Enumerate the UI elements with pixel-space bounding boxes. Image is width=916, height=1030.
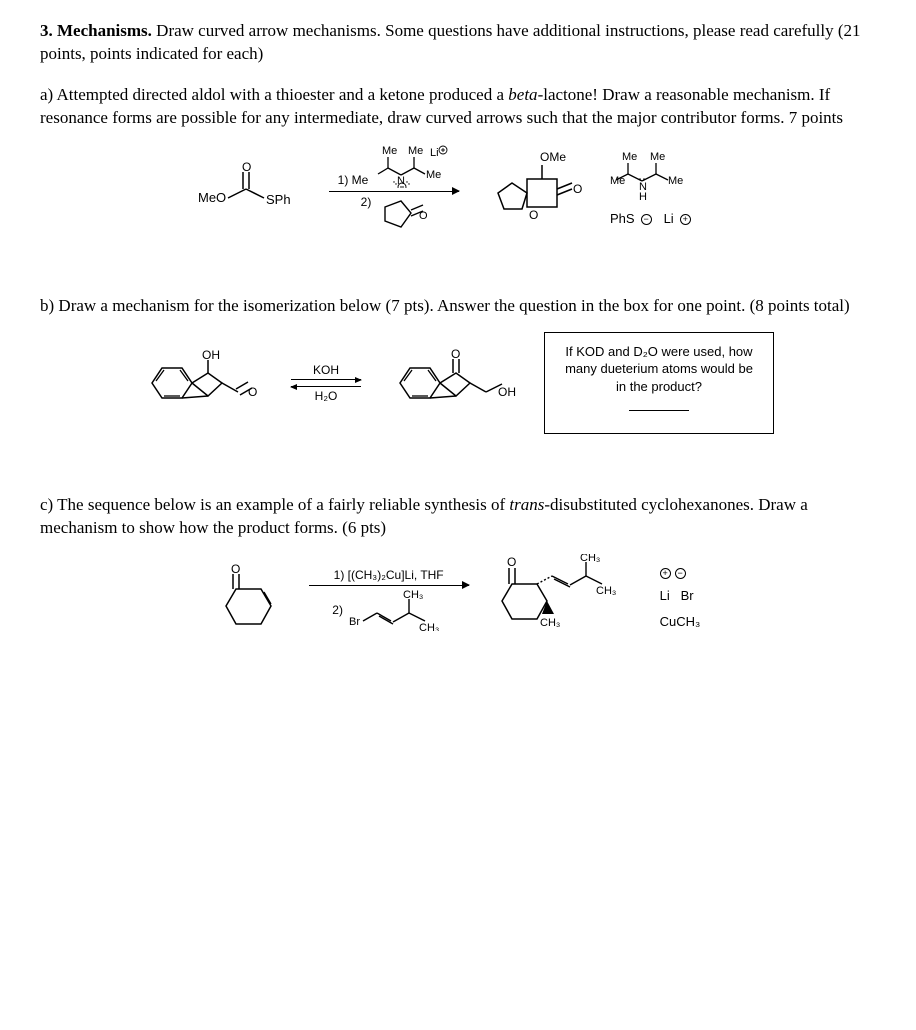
reag-c-1: 1) [(CH₃)₂Cu]Li, THF xyxy=(334,568,444,582)
svg-text:Me: Me xyxy=(650,151,665,163)
title-number: 3. xyxy=(40,21,53,40)
svg-text:CH₃: CH₃ xyxy=(580,554,600,564)
start-material-c: O xyxy=(216,564,286,634)
deuterium-box: If KOD and D₂O were used, how many duete… xyxy=(544,332,774,435)
start-material-b: OH O xyxy=(142,348,262,418)
reag-b-top: KOH xyxy=(313,363,339,377)
svg-text:O: O xyxy=(507,555,516,569)
part-a-text: a) Attempted directed aldol with a thioe… xyxy=(40,84,876,130)
start-material-a: MeO O SPh xyxy=(196,162,306,217)
product-a: OMe O O xyxy=(482,149,592,229)
trans-italic: trans xyxy=(509,495,544,514)
byproducts-a: Me Me Me Me N H PhS − Li + xyxy=(610,150,720,228)
byproducts-c: + − Li Br CuCH₃ xyxy=(660,568,701,630)
arrow-c: 1) [(CH₃)₂Cu]Li, THF 2) Br CH₃ CH₃ xyxy=(304,568,474,631)
svg-text:Me: Me xyxy=(610,175,625,187)
scheme-c: O 1) [(CH₃)₂Cu]Li, THF 2) Br CH₃ CH₃ xyxy=(40,554,876,644)
svg-text:O: O xyxy=(242,162,251,174)
reag-c-2: 2) Br CH₃ CH₃ xyxy=(332,589,445,631)
svg-text:O: O xyxy=(248,385,257,399)
title-rest: Draw curved arrow mechanisms. Some quest… xyxy=(40,21,861,63)
scheme-a: MeO O SPh 1) Me Me Me N xyxy=(40,144,876,235)
svg-text:CH₃: CH₃ xyxy=(419,622,439,631)
meo-label: MeO xyxy=(198,190,226,205)
title-word: Mechanisms. xyxy=(57,21,152,40)
product-c: O CH₃ CH₃ CH₃ xyxy=(492,554,642,644)
li-label: Li xyxy=(664,210,674,228)
reag-b-bot: H₂O xyxy=(315,389,338,403)
svg-text:O: O xyxy=(419,210,427,222)
phs-label: PhS xyxy=(610,210,635,228)
part-b-text: b) Draw a mechanism for the isomerizatio… xyxy=(40,295,876,318)
svg-text:Me: Me xyxy=(408,145,423,157)
svg-text:O: O xyxy=(231,564,240,576)
reagent-1: 1) Me Me Me N Me Li xyxy=(338,144,451,188)
svg-text:Br: Br xyxy=(349,616,360,628)
sph-label: SPh xyxy=(266,192,291,207)
svg-text:OMe: OMe xyxy=(540,150,566,164)
arrow-b: KOH H₂O xyxy=(286,363,366,404)
answer-blank[interactable] xyxy=(629,409,689,411)
cuch3-label: CuCH₃ xyxy=(660,613,701,631)
svg-text:Me: Me xyxy=(622,151,637,163)
beta-italic: beta xyxy=(508,85,537,104)
scheme-b: OH O KOH H₂O O OH xyxy=(40,332,876,435)
reagent-2: 2) O xyxy=(361,195,428,235)
svg-text:O: O xyxy=(451,348,460,361)
svg-text:Me: Me xyxy=(382,145,397,157)
libr-label: Li Br xyxy=(660,587,694,605)
arrow-a: 1) Me Me Me N Me Li xyxy=(324,144,464,235)
svg-text:CH₃: CH₃ xyxy=(596,585,616,597)
svg-text:CH₃: CH₃ xyxy=(540,617,560,629)
svg-text:Me: Me xyxy=(426,169,441,181)
box-text: If KOD and D₂O were used, how many duete… xyxy=(559,343,759,396)
svg-text:H: H xyxy=(639,191,647,200)
svg-text:Li: Li xyxy=(430,147,439,159)
svg-text:O: O xyxy=(529,208,538,222)
svg-text:Me: Me xyxy=(668,175,683,187)
product-b: O OH xyxy=(390,348,520,418)
svg-text:OH: OH xyxy=(202,348,220,362)
svg-text:OH: OH xyxy=(498,385,516,399)
part-c-text: c) The sequence below is an example of a… xyxy=(40,494,876,540)
svg-text:O: O xyxy=(573,182,582,196)
question-header: 3. Mechanisms. Draw curved arrow mechani… xyxy=(40,20,876,66)
svg-text:CH₃: CH₃ xyxy=(403,589,423,601)
